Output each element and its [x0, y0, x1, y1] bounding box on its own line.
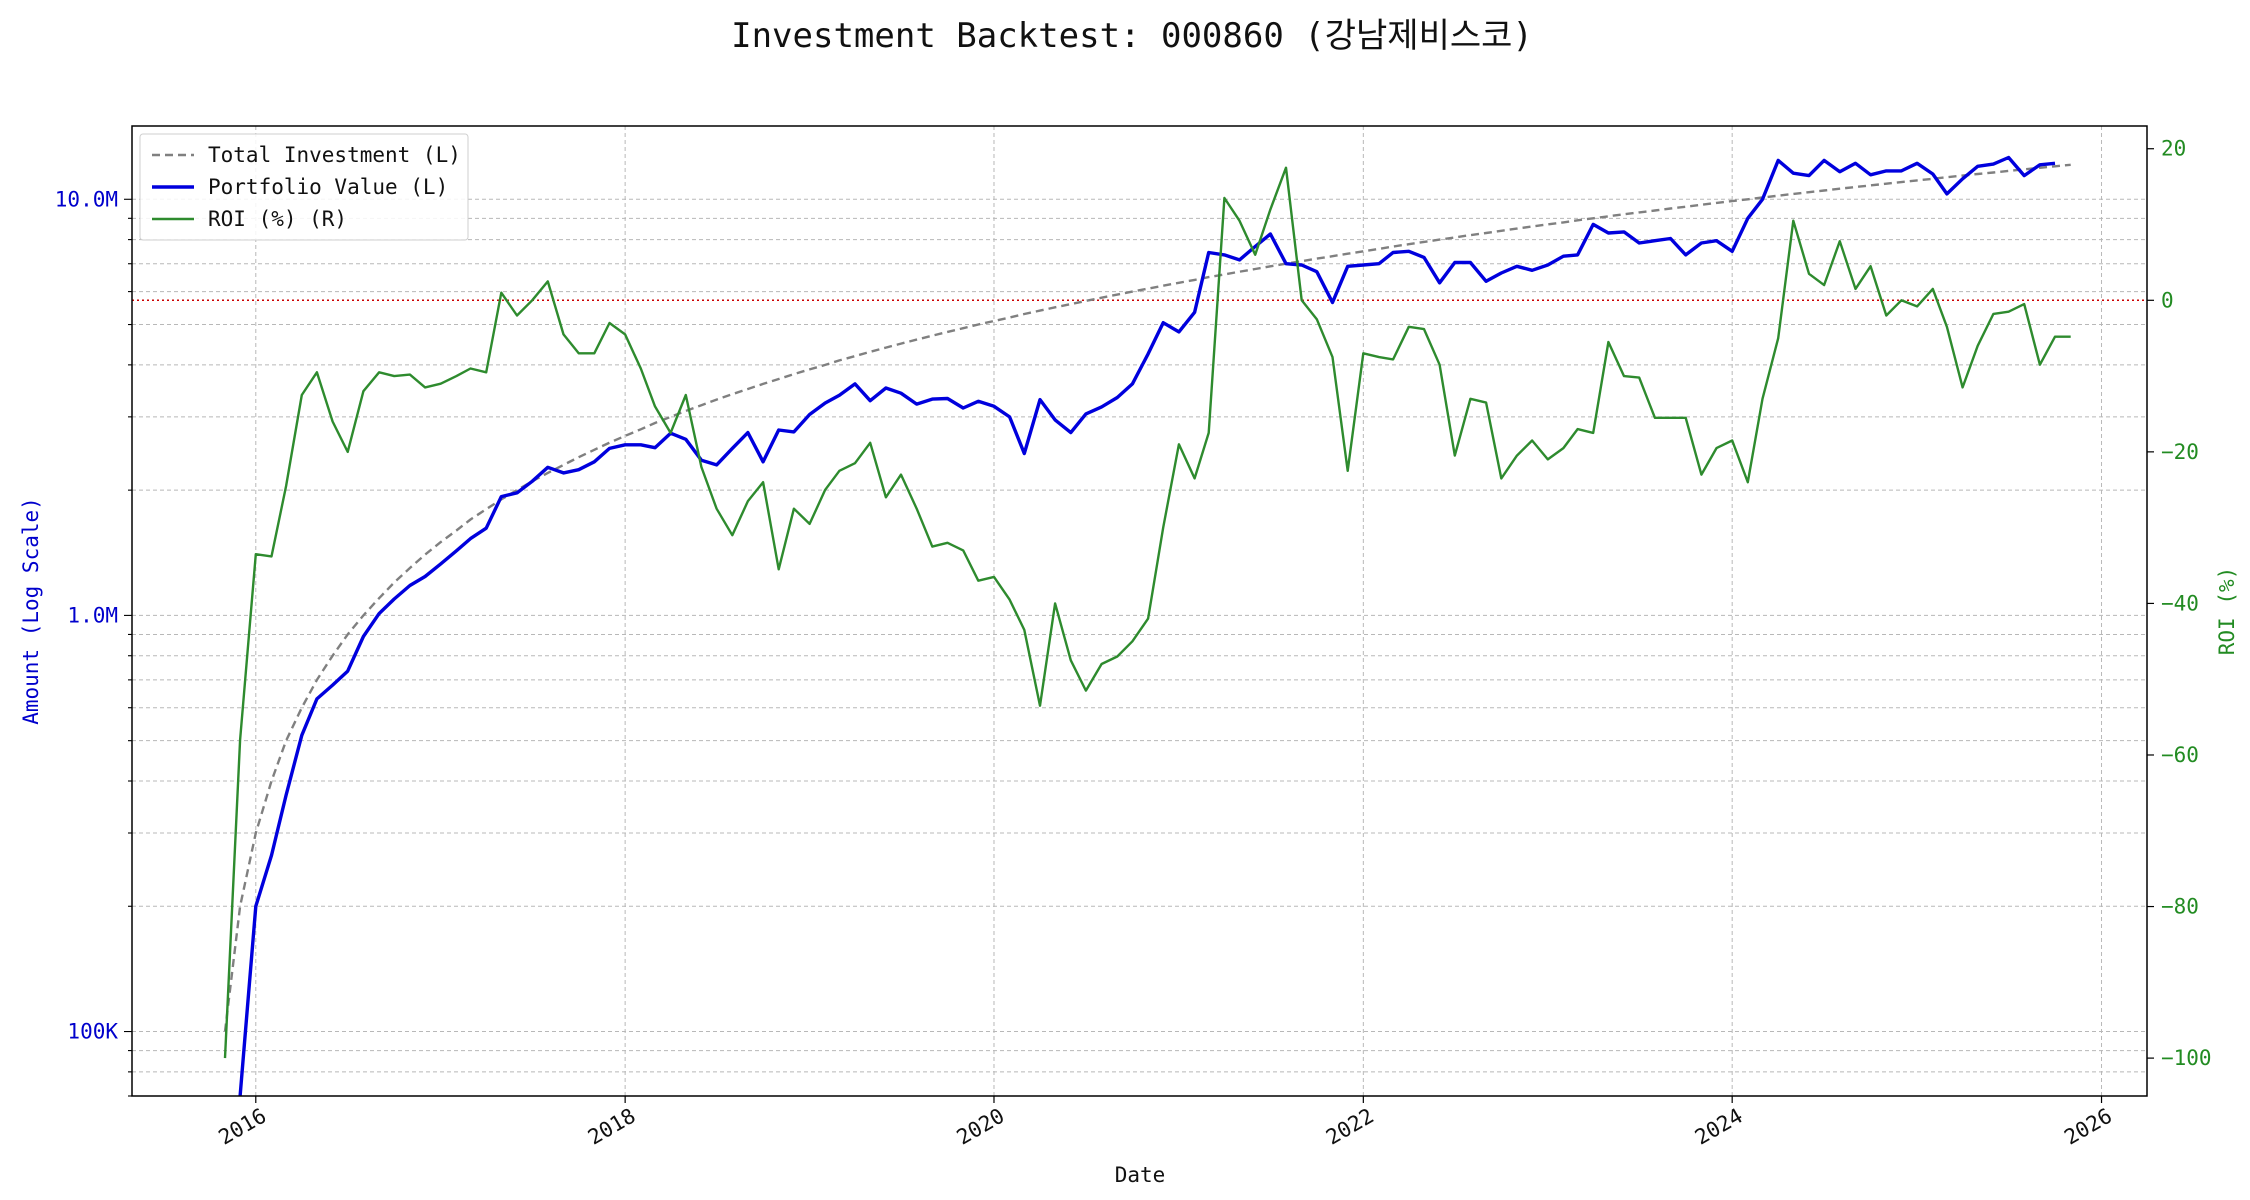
grid: [132, 126, 2147, 1097]
right-tick-label: −40: [2161, 591, 2199, 615]
right-tick-label: 20: [2161, 137, 2186, 161]
left-tick-label: 1.0M: [67, 603, 118, 627]
x-tick-label: 2016: [214, 1104, 270, 1150]
legend: Total Investment (L) Portfolio Value (L) R…: [139, 133, 469, 241]
right-tick-label: −80: [2161, 895, 2199, 919]
right-axis-label: ROI (%): [2215, 567, 2239, 656]
legend-box: [139, 133, 469, 241]
x-tick-label: 2026: [2060, 1104, 2116, 1150]
series-layer: [132, 155, 2147, 1097]
ticks-layer: 2016 2018 2020 2022 2024 2026 100K 1.0M 10.0M 20 0…: [55, 137, 2212, 1150]
legend-entry: Portfolio Value (L): [208, 175, 448, 199]
x-tick-label: 2024: [1691, 1104, 1747, 1150]
left-tick-label: 100K: [67, 1020, 118, 1044]
portfolio-value-line: [238, 155, 2056, 1097]
right-tick-label: −60: [2161, 743, 2199, 767]
plot-frame: [131, 125, 2148, 1097]
legend-entry: Total Investment (L): [208, 143, 461, 167]
right-tick-label: 0: [2161, 288, 2174, 312]
x-tick-label: 2022: [1322, 1104, 1378, 1150]
chart-title: Investment Backtest: 000860 (강남제비스코): [731, 16, 1533, 56]
right-tick-label: −20: [2161, 440, 2199, 464]
left-axis-label: Amount (Log Scale): [19, 497, 43, 725]
left-tick-label: 10.0M: [55, 187, 118, 211]
x-axis-label: Date: [1115, 1163, 1166, 1187]
roi-line: [223, 166, 2071, 1059]
x-tick-label: 2018: [584, 1104, 640, 1150]
x-tick-label: 2020: [953, 1104, 1009, 1150]
legend-entry: ROI (%) (R): [208, 207, 347, 231]
right-tick-label: −100: [2161, 1046, 2212, 1070]
